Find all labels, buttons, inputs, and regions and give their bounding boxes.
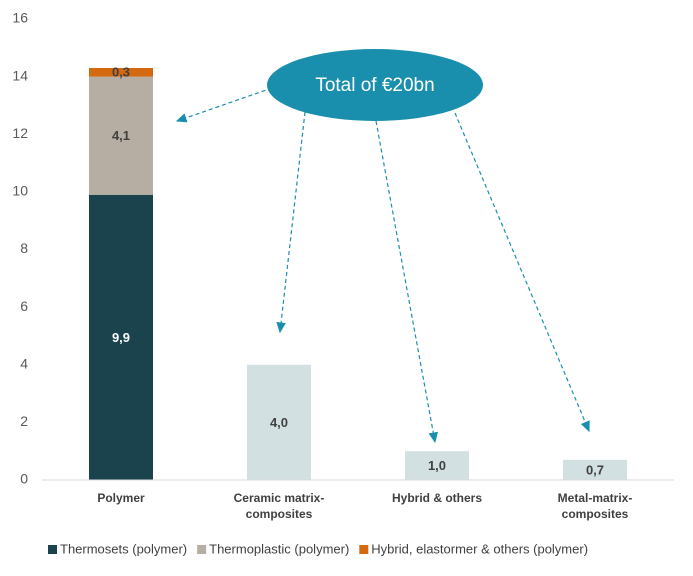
bar-segment bbox=[247, 364, 311, 480]
legend-label: Thermoplastic (polymer) bbox=[209, 541, 349, 556]
x-tick-label: Metal-matrix-composites bbox=[557, 491, 633, 521]
legend-label: Thermosets (polymer) bbox=[60, 541, 187, 556]
bar-segment bbox=[89, 194, 153, 480]
value-label: 9,9 bbox=[112, 330, 130, 345]
y-tick-label: 8 bbox=[20, 240, 28, 256]
x-tick-label: Ceramic matrix-composites bbox=[233, 491, 325, 521]
y-tick-label: 6 bbox=[20, 298, 28, 314]
value-label: 1,0 bbox=[428, 458, 446, 473]
y-tick-label: 4 bbox=[20, 355, 28, 371]
y-tick-label: 14 bbox=[12, 67, 28, 83]
y-tick-label: 16 bbox=[12, 10, 28, 26]
value-label: 0,3 bbox=[112, 65, 130, 80]
annotation: Total of €20bn bbox=[315, 75, 434, 96]
x-tick-label: Hybrid & others bbox=[391, 491, 482, 505]
y-tick-label: 12 bbox=[12, 125, 28, 141]
legend-swatch bbox=[48, 545, 57, 554]
value-label: 0,7 bbox=[586, 462, 604, 477]
legend-swatch bbox=[197, 545, 207, 554]
bar-segment bbox=[405, 451, 469, 480]
legend-label: Hybrid, elastormer & others (polymer) bbox=[371, 541, 588, 556]
y-tick-label: 10 bbox=[12, 183, 28, 199]
x-tick-label: Polymer bbox=[97, 491, 145, 505]
bar-segment bbox=[89, 67, 153, 77]
callout-bubble bbox=[267, 49, 483, 121]
callout-arrows bbox=[175, 87, 590, 444]
value-label: 4,0 bbox=[270, 415, 288, 430]
y-tick-label: 2 bbox=[20, 413, 28, 429]
bar-segment bbox=[563, 459, 627, 480]
y-tick-label: 0 bbox=[20, 471, 28, 487]
value-label: 4,1 bbox=[112, 128, 130, 143]
bar-segment bbox=[89, 76, 153, 195]
legend-swatch bbox=[359, 545, 369, 554]
